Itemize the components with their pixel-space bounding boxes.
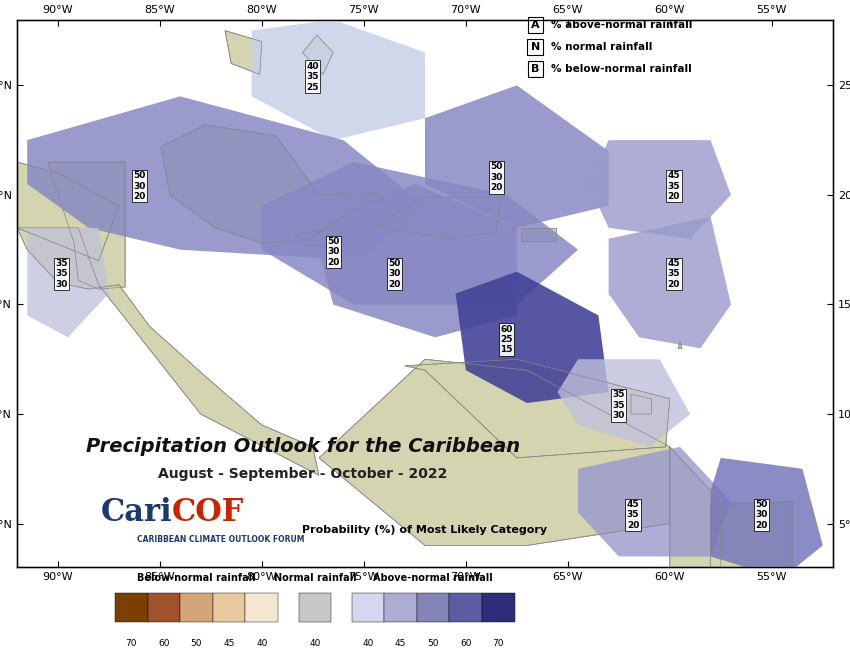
Text: 50: 50 — [428, 639, 439, 648]
Polygon shape — [609, 217, 731, 348]
Polygon shape — [374, 197, 501, 238]
Text: 40
35
25: 40 35 25 — [307, 62, 319, 92]
Text: 40: 40 — [362, 639, 373, 648]
Text: Normal rainfall: Normal rainfall — [274, 572, 356, 583]
Text: A: A — [531, 20, 540, 30]
Text: August - September - October - 2022: August - September - October - 2022 — [158, 467, 447, 481]
FancyBboxPatch shape — [212, 593, 246, 622]
FancyBboxPatch shape — [180, 593, 212, 622]
Text: % below-normal rainfall: % below-normal rainfall — [552, 64, 692, 74]
Polygon shape — [521, 228, 556, 241]
Text: Precipitation Outlook for the Caribbean: Precipitation Outlook for the Caribbean — [86, 438, 519, 457]
FancyBboxPatch shape — [246, 593, 278, 622]
Polygon shape — [631, 394, 651, 414]
Text: 50
30
20: 50 30 20 — [490, 162, 502, 193]
Polygon shape — [405, 359, 670, 458]
Text: 45: 45 — [395, 639, 406, 648]
Polygon shape — [670, 447, 721, 590]
Text: 45: 45 — [224, 639, 235, 648]
Polygon shape — [558, 359, 690, 447]
Text: 45
35
20: 45 35 20 — [667, 259, 680, 289]
Polygon shape — [262, 162, 578, 305]
Text: 45
35
20: 45 35 20 — [667, 171, 680, 201]
Text: 50
30
20: 50 30 20 — [327, 237, 339, 267]
Text: 60
25
15: 60 25 15 — [501, 325, 513, 354]
Polygon shape — [678, 342, 682, 348]
Polygon shape — [161, 125, 382, 243]
Text: 50
30
20: 50 30 20 — [756, 500, 768, 530]
FancyBboxPatch shape — [298, 593, 332, 622]
Polygon shape — [711, 458, 823, 578]
Text: B: B — [531, 64, 540, 74]
Text: 60: 60 — [460, 639, 472, 648]
FancyBboxPatch shape — [115, 593, 148, 622]
Text: Above-normal rainfall: Above-normal rainfall — [373, 572, 493, 583]
FancyBboxPatch shape — [148, 593, 180, 622]
Polygon shape — [17, 228, 319, 476]
FancyBboxPatch shape — [352, 593, 384, 622]
Polygon shape — [578, 447, 731, 557]
Text: 35
35
30: 35 35 30 — [613, 390, 625, 420]
Text: N: N — [530, 42, 540, 52]
Text: 70: 70 — [493, 639, 504, 648]
FancyBboxPatch shape — [384, 593, 416, 622]
Text: 40: 40 — [256, 639, 268, 648]
Polygon shape — [711, 502, 792, 590]
Text: COF: COF — [172, 497, 244, 528]
Polygon shape — [313, 184, 517, 337]
Polygon shape — [425, 85, 609, 228]
Text: CARIBBEAN CLIMATE OUTLOOK FORUM: CARIBBEAN CLIMATE OUTLOOK FORUM — [137, 536, 305, 544]
Text: 50
30
20: 50 30 20 — [388, 259, 400, 289]
Polygon shape — [303, 35, 333, 75]
Polygon shape — [319, 359, 670, 546]
Polygon shape — [17, 162, 119, 261]
Text: % normal rainfall: % normal rainfall — [552, 42, 653, 52]
Text: 35
35
30: 35 35 30 — [55, 259, 68, 289]
Text: 40: 40 — [309, 639, 320, 648]
Text: 60: 60 — [158, 639, 170, 648]
Polygon shape — [456, 272, 609, 403]
Polygon shape — [252, 20, 425, 140]
Text: Below-normal rainfall: Below-normal rainfall — [137, 572, 256, 583]
FancyBboxPatch shape — [450, 593, 482, 622]
Text: 50: 50 — [190, 639, 202, 648]
Text: Probability (%) of Most Likely Category: Probability (%) of Most Likely Category — [303, 525, 547, 535]
Text: 70: 70 — [126, 639, 137, 648]
Text: Cari: Cari — [100, 497, 172, 528]
FancyBboxPatch shape — [416, 593, 450, 622]
Polygon shape — [225, 31, 262, 75]
Text: % above-normal rainfall: % above-normal rainfall — [552, 20, 693, 30]
Polygon shape — [27, 96, 425, 261]
Polygon shape — [588, 140, 731, 238]
Polygon shape — [48, 162, 125, 289]
FancyBboxPatch shape — [482, 593, 515, 622]
Text: 45
35
20: 45 35 20 — [626, 500, 639, 530]
Polygon shape — [27, 228, 109, 337]
Text: 50
30
20: 50 30 20 — [133, 171, 145, 201]
Polygon shape — [294, 228, 339, 246]
